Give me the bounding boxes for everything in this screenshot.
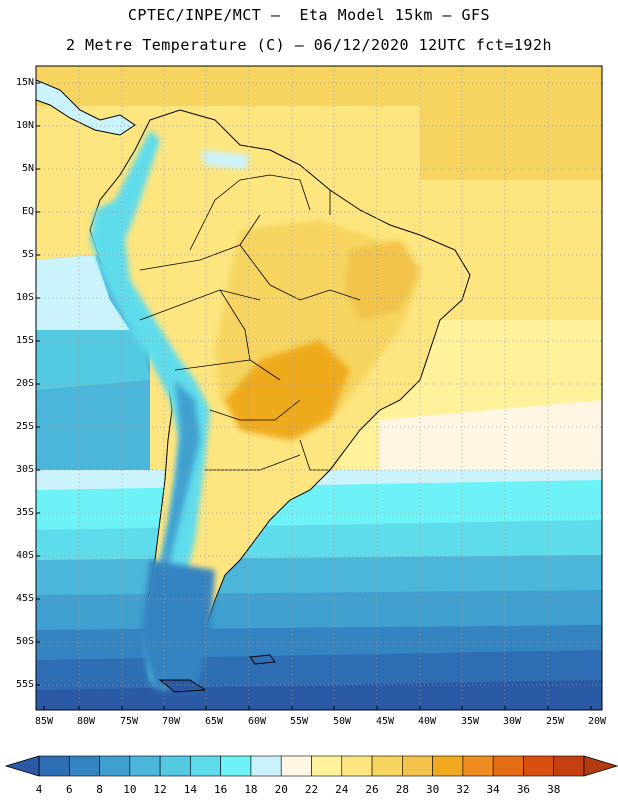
- lat-label: 25S: [15, 421, 34, 432]
- colorbar-swatch: [159, 755, 191, 777]
- colorbar-swatch: [341, 755, 373, 777]
- lat-label: 35S: [15, 507, 34, 518]
- colorbar-swatch: [402, 755, 433, 777]
- colorbar-label: 10: [123, 783, 137, 796]
- axis-ticks: [36, 82, 592, 710]
- colorbar-left-arrow-icon: [4, 755, 40, 777]
- colorbar-swatch: [220, 755, 252, 777]
- lon-label: 20W: [587, 716, 607, 727]
- colorbar-swatch: [99, 755, 131, 777]
- colorbar-label: 6: [65, 783, 73, 796]
- andes-cold-strip: [90, 130, 210, 690]
- colorbar-label: 32: [456, 783, 470, 796]
- lat-label: 50S: [15, 636, 34, 647]
- lat-label: 45S: [15, 593, 34, 604]
- tierra-del-fuego: [158, 679, 207, 693]
- colorbar-label: 8: [96, 783, 103, 796]
- colorbar-label: 22: [304, 783, 319, 796]
- colorbar-swatch: [553, 755, 585, 777]
- tropical-atlantic-band: [420, 100, 602, 180]
- colorbar-label: 18: [244, 783, 258, 796]
- patagonia-cold: [140, 560, 215, 690]
- lat-label: 30S: [15, 464, 34, 475]
- colorbar-label: 24: [335, 783, 349, 796]
- colorbar-right-arrow-icon: [583, 755, 618, 777]
- lon-label: 65W: [204, 716, 224, 727]
- lat-label: 15N: [15, 77, 34, 88]
- colorbar-swatch: [311, 755, 343, 777]
- colorbar-swatch: [462, 755, 494, 777]
- atlantic-warm-streak: [380, 400, 602, 470]
- lon-label: 75W: [119, 716, 139, 727]
- map-frame: [35, 65, 603, 711]
- tropical-band: [36, 66, 602, 106]
- lon-label: 45W: [375, 716, 395, 727]
- colorbar-label: 14: [183, 783, 197, 796]
- lon-label: 50W: [332, 716, 352, 727]
- colorbar-swatch: [250, 755, 282, 777]
- lat-label: 5S: [21, 249, 34, 260]
- colorbar-label: 26: [365, 783, 379, 796]
- colorbar-label: 38: [547, 783, 561, 796]
- lat-label: 55S: [15, 679, 34, 690]
- colorbar-label: 30: [425, 783, 440, 796]
- lat-label: 40S: [15, 550, 34, 561]
- pacific-cool-coast: [36, 255, 130, 330]
- pacific-cool-mid: [36, 330, 150, 390]
- lon-label: 40W: [417, 716, 437, 727]
- lon-label: 35W: [460, 716, 480, 727]
- colorbar-swatch: [38, 755, 70, 777]
- lon-label: 85W: [34, 716, 54, 727]
- colorbar-swatch: [432, 755, 464, 777]
- map-subtitle: 2 Metre Temperature (C) – 06/12/2020 12U…: [65, 36, 553, 54]
- colorbar-swatch: [371, 755, 403, 777]
- colorbar-swatch: [190, 755, 221, 777]
- central-america-land: [36, 79, 136, 136]
- lon-label: 30W: [502, 716, 522, 727]
- colorbar-label: 36: [516, 783, 531, 796]
- lon-label: 80W: [76, 716, 96, 727]
- colorbar-swatch: [523, 755, 555, 777]
- colorbar-label: 4: [35, 783, 43, 796]
- colorbar-label: 16: [214, 783, 228, 796]
- lat-label: 5N: [21, 163, 34, 174]
- lon-label: 55W: [289, 716, 309, 727]
- lat-label: 10N: [15, 120, 34, 131]
- lat-label: 20S: [15, 378, 34, 389]
- lat-label: 10S: [15, 292, 34, 303]
- colorbar-label: 20: [274, 783, 288, 796]
- colorbar-swatch: [280, 755, 312, 777]
- hot-northeast: [345, 240, 420, 320]
- country-borders: [139, 174, 361, 471]
- lon-label: 25W: [545, 716, 565, 727]
- colorbar-swatch: [492, 755, 524, 777]
- falklands: [249, 654, 276, 665]
- colorbar-swatch: [68, 755, 100, 777]
- hot-interior: [225, 340, 350, 440]
- north-coast-cool: [200, 150, 250, 170]
- graticule: [36, 66, 602, 710]
- colorbar-label: 12: [153, 783, 167, 796]
- lon-label: 60W: [247, 716, 267, 727]
- lon-label: 70W: [161, 716, 181, 727]
- lat-label: 15S: [15, 335, 34, 346]
- colorbar-swatch: [129, 755, 161, 777]
- colorbar-label: 34: [486, 783, 500, 796]
- map-title: CPTEC/INPE/MCT – Eta Model 15km – GFS: [127, 6, 491, 24]
- colorbar-label: 28: [395, 783, 409, 796]
- lat-label: EQ: [21, 206, 34, 217]
